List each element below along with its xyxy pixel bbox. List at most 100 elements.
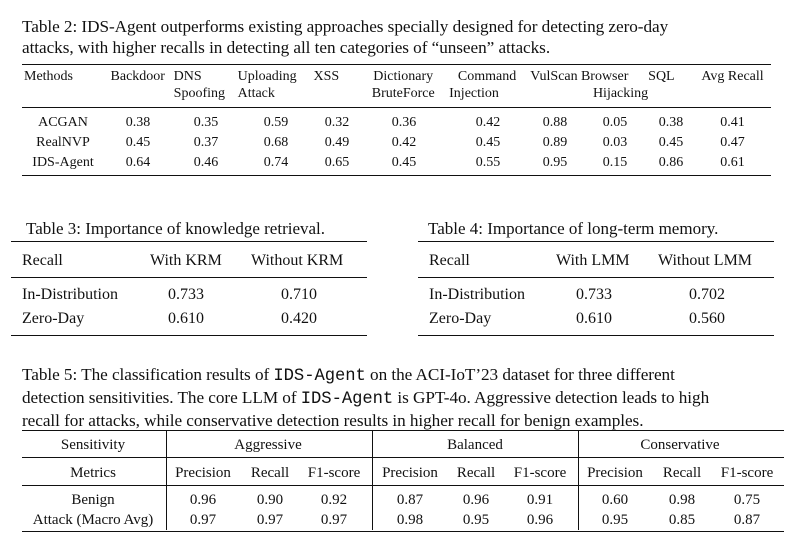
table5-metric-recall: Recall bbox=[250, 465, 290, 481]
table4-row-label: Zero-Day bbox=[429, 310, 492, 327]
table2-cell: 0.05 bbox=[602, 115, 628, 130]
table2-header-bh-2: Hijacking bbox=[592, 86, 649, 101]
table4-mid-rule bbox=[418, 277, 774, 278]
table2-header-vulscan: VulScan bbox=[530, 69, 578, 84]
table5-group-conservative: Conservative bbox=[640, 437, 720, 453]
table2-cell: 0.42 bbox=[475, 115, 501, 130]
table2-cell: 0.55 bbox=[475, 155, 501, 170]
table5-cell: 0.96 bbox=[526, 512, 554, 528]
table3-cell: 0.733 bbox=[168, 286, 204, 303]
table4-row-label: In-Distribution bbox=[429, 286, 525, 303]
table5-cell: 0.98 bbox=[396, 512, 424, 528]
table2-cell: 0.42 bbox=[391, 135, 417, 150]
table5-cell: 0.97 bbox=[256, 512, 284, 528]
table3-header-recall: Recall bbox=[22, 252, 63, 269]
table2-cell: 0.64 bbox=[125, 155, 151, 170]
table4-header-with: With LMM bbox=[556, 252, 630, 269]
table5-cell: 0.98 bbox=[668, 492, 696, 508]
table2-cell: 0.74 bbox=[263, 155, 289, 170]
table2-header-cmd-2: Injection bbox=[449, 86, 499, 101]
table2-cell: 0.45 bbox=[391, 155, 417, 170]
table5-cell: 0.91 bbox=[526, 492, 554, 508]
table2-cell: 0.46 bbox=[193, 155, 219, 170]
table2-header-command: Command bbox=[447, 68, 527, 85]
table3-top-rule bbox=[11, 241, 367, 242]
table5-metric-precision: Precision bbox=[382, 465, 438, 481]
table5-metrics-label: Metrics bbox=[70, 465, 116, 481]
table2-cell: 0.03 bbox=[602, 135, 628, 150]
table2-header-dictionary: Dictionary bbox=[359, 68, 447, 85]
table2-cell: 0.65 bbox=[324, 155, 350, 170]
table5-metric-f1: F1-score bbox=[513, 465, 567, 481]
table5-group-aggressive: Aggressive bbox=[234, 437, 302, 453]
table5-metric-rule bbox=[22, 485, 784, 486]
table5-cell: 0.97 bbox=[189, 512, 217, 528]
table5-caption-text: is GPT-4o. Aggressive detection leads to… bbox=[393, 388, 710, 407]
table5-cell: 0.95 bbox=[601, 512, 629, 528]
table5-metric-precision: Precision bbox=[175, 465, 231, 481]
table2-header-dns: DNS bbox=[174, 68, 238, 85]
table5-cell: 0.85 bbox=[668, 512, 696, 528]
table2-caption: Table 2: IDS-Agent outperforms existing … bbox=[22, 16, 792, 58]
table3-cell: 0.710 bbox=[281, 286, 317, 303]
table5-cell: 0.96 bbox=[189, 492, 217, 508]
table5-caption-text: detection sensitivities. The core LLM of bbox=[22, 388, 301, 407]
table5-caption: Table 5: The classification results of I… bbox=[22, 364, 794, 431]
table2-header-dict-1: Dictionary bbox=[373, 69, 434, 84]
table4-cell: 0.610 bbox=[576, 310, 612, 327]
table2-cell: 0.45 bbox=[475, 135, 501, 150]
table3-header-without: Without KRM bbox=[251, 252, 344, 269]
table3-cell: 0.610 bbox=[168, 310, 204, 327]
table3-row-label: In-Distribution bbox=[22, 286, 118, 303]
table2-cell: 0.35 bbox=[193, 115, 219, 130]
table2-caption-line2: attacks, with higher recalls in detectin… bbox=[22, 38, 551, 57]
table2-row-realnvp: RealNVP 0.45 0.37 0.68 0.49 0.42 0.45 0.… bbox=[24, 133, 771, 153]
table2-cell: 0.61 bbox=[720, 155, 745, 170]
table2-cell: 0.36 bbox=[391, 115, 417, 130]
table2-method: RealNVP bbox=[36, 135, 90, 150]
table2-cell: 0.49 bbox=[324, 135, 350, 150]
table5-caption-line2: detection sensitivities. The core LLM of… bbox=[22, 387, 794, 410]
table3-row-label: Zero-Day bbox=[22, 310, 85, 327]
table2-top-rule bbox=[22, 64, 771, 65]
table3-caption: Table 3: Importance of knowledge retriev… bbox=[26, 219, 326, 238]
table2-method: ACGAN bbox=[38, 115, 88, 130]
table5-metric-recall: Recall bbox=[456, 465, 496, 481]
table2-header-uploading: Uploading bbox=[238, 68, 314, 85]
table5-caption-code: IDS-Agent bbox=[273, 367, 366, 386]
table4-cell: 0.560 bbox=[689, 310, 725, 327]
table2-header-upl-2: Attack bbox=[237, 86, 275, 101]
table2-header-upl-1: Uploading bbox=[237, 69, 297, 84]
table5-cell: 0.92 bbox=[320, 492, 348, 508]
table2: Methods Backdoor DNS Uploading XSS Dicti… bbox=[24, 68, 771, 102]
table2-header-dns-1: DNS bbox=[173, 69, 202, 84]
table5-cell: 0.87 bbox=[396, 492, 424, 508]
table3-bottom-rule bbox=[11, 335, 367, 336]
table2-header-avg: Avg Recall bbox=[701, 69, 764, 84]
table2-cell: 0.86 bbox=[658, 155, 684, 170]
table2-header-bh-1: Browser bbox=[580, 69, 629, 84]
table5-row-label: Attack (Macro Avg) bbox=[32, 512, 154, 528]
table5-metric-f1: F1-score bbox=[307, 465, 361, 481]
table5-caption-text: on the ACI-IoT’23 dataset for three diff… bbox=[365, 365, 675, 384]
table4-header-recall: Recall bbox=[429, 252, 470, 269]
table2-cell: 0.15 bbox=[602, 155, 628, 170]
table5-cell: 0.97 bbox=[320, 512, 348, 528]
table5-cell: 0.75 bbox=[733, 492, 761, 508]
table2-method: IDS-Agent bbox=[32, 155, 94, 170]
table5-bottom-rule bbox=[22, 531, 784, 532]
table2-cell: 0.89 bbox=[542, 135, 568, 150]
table2-header-row2: Spoofing Attack BruteForce Injection Hij… bbox=[24, 85, 771, 102]
table5-top-rule bbox=[22, 430, 784, 431]
table5-cell: 0.90 bbox=[256, 492, 284, 508]
table5-group-rule bbox=[22, 457, 784, 458]
table4-header-without: Without LMM bbox=[658, 252, 753, 269]
table2-header-browser: Browser bbox=[581, 68, 648, 85]
table2-mid-rule bbox=[22, 107, 771, 108]
table2-row-acgan: ACGAN 0.38 0.35 0.59 0.32 0.36 0.42 0.88… bbox=[24, 113, 771, 133]
table2-header-cmd-1: Command bbox=[457, 69, 517, 84]
table5-caption-code: IDS-Agent bbox=[300, 390, 394, 409]
table5-separator bbox=[578, 430, 579, 530]
table2-header-sql: SQL bbox=[648, 69, 675, 84]
table3-cell: 0.420 bbox=[281, 310, 317, 327]
